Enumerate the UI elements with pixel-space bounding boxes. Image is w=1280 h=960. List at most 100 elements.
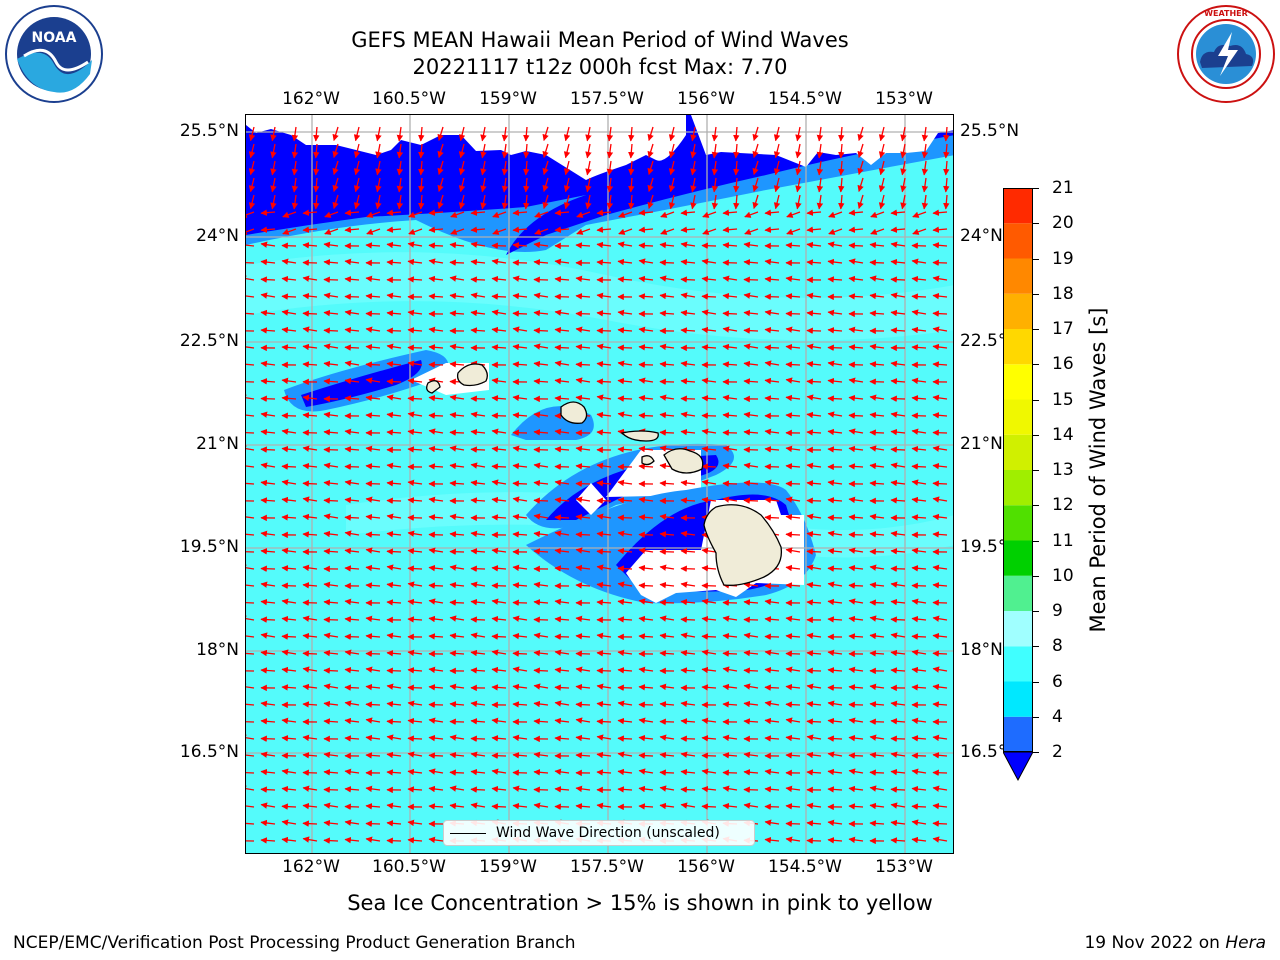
wave-direction-arrow [491, 242, 507, 249]
wave-direction-arrow [386, 462, 402, 470]
wave-direction-arrow [323, 581, 339, 589]
colorbar-tick-mark [1033, 611, 1039, 612]
wave-direction-arrow [418, 126, 425, 142]
wave-direction-arrow [816, 160, 824, 176]
wave-direction-arrow [743, 632, 759, 639]
wave-direction-arrow [869, 259, 885, 266]
wave-direction-arrow [554, 446, 570, 453]
wave-direction-arrow [701, 445, 717, 453]
wave-direction-arrow [647, 194, 654, 210]
footer-date: 19 Nov 2022 on Hera [1084, 933, 1266, 953]
wave-direction-arrow [470, 411, 486, 418]
wave-direction-arrow [260, 565, 276, 572]
wave-direction-arrow [660, 228, 675, 235]
wave-direction-arrow [816, 177, 824, 193]
wave-direction-arrow [638, 701, 654, 708]
wave-direction-arrow [449, 718, 465, 725]
wave-direction-arrow [428, 752, 444, 759]
wave-direction-arrow [848, 226, 864, 233]
wave-direction-arrow [680, 209, 696, 216]
wave-direction-arrow [848, 445, 864, 453]
wave-direction-arrow [437, 160, 444, 176]
wave-direction-arrow [764, 276, 780, 283]
wave-direction-arrow [838, 126, 845, 142]
wave-direction-arrow [512, 531, 528, 538]
wave-direction-arrow [617, 344, 633, 351]
colorbar-tick-label: 13 [1052, 460, 1074, 480]
wave-direction-arrow [785, 480, 801, 487]
wave-direction-arrow [911, 309, 927, 316]
wave-direction-arrow [659, 429, 675, 436]
wave-direction-arrow [890, 411, 906, 418]
wave-direction-arrow [900, 177, 907, 193]
wave-direction-arrow [659, 615, 675, 622]
wave-direction-arrow [911, 547, 927, 555]
wave-direction-arrow [270, 160, 277, 176]
wave-direction-arrow [659, 361, 675, 368]
lon-tick-bottom: 157.5°W [570, 857, 644, 877]
wave-direction-arrow [628, 160, 635, 176]
wave-direction-arrow [302, 242, 318, 249]
wave-direction-arrow [291, 160, 299, 176]
wave-direction-arrow [323, 411, 339, 419]
wave-direction-arrow [512, 394, 528, 402]
wave-direction-arrow [752, 126, 759, 142]
wave-direction-arrow [542, 143, 549, 159]
wave-direction-arrow [323, 327, 339, 334]
wave-direction-arrow [701, 582, 717, 589]
wave-direction-arrow [617, 598, 633, 606]
wave-direction-arrow [512, 599, 528, 606]
wave-direction-arrow [332, 126, 339, 142]
wave-direction-arrow [386, 599, 402, 606]
wave-direction-arrow [764, 479, 780, 486]
wave-direction-arrow [323, 446, 339, 453]
wave-direction-arrow [596, 700, 612, 708]
wave-direction-arrow [480, 194, 487, 210]
wave-direction-arrow [302, 394, 318, 402]
colorbar-tick-mark [1033, 258, 1039, 260]
wave-direction-arrow [596, 513, 612, 520]
colorbar-tick-mark [1033, 752, 1039, 753]
wave-direction-arrow [596, 683, 612, 690]
wave-direction-arrow [827, 344, 843, 351]
colorbar-segment [1003, 434, 1033, 470]
wave-direction-arrow [344, 326, 360, 334]
lat-tick-left: 25.5°N [179, 121, 239, 141]
wave-direction-arrow [344, 547, 360, 555]
wave-direction-arrow [554, 616, 570, 623]
wave-direction-arrow [246, 445, 255, 452]
wave-direction-arrow [491, 309, 507, 316]
wave-direction-arrow [638, 463, 654, 470]
lat-tick-right: 25.5°N [960, 121, 1020, 141]
wave-direction-arrow [533, 700, 549, 708]
legend-line-swatch [450, 832, 486, 834]
wave-direction-arrow [260, 292, 276, 299]
wave-direction-arrow [386, 530, 402, 538]
wave-direction-arrow [281, 344, 297, 351]
wave-direction-arrow [596, 581, 612, 589]
wave-direction-arrow [281, 395, 297, 402]
wave-direction-arrow [690, 126, 697, 142]
wave-direction-arrow [743, 462, 759, 469]
wave-direction-arrow [785, 242, 801, 249]
wave-direction-arrow [512, 292, 528, 300]
wave-direction-arrow [533, 446, 549, 453]
wave-direction-arrow [596, 650, 612, 657]
wave-direction-arrow [302, 343, 318, 351]
wave-direction-arrow [606, 143, 614, 159]
wave-direction-arrow [386, 683, 402, 690]
wave-direction-arrow [638, 684, 654, 691]
wave-direction-arrow [722, 412, 738, 419]
wave-direction-arrow [302, 259, 318, 266]
wave-direction-arrow [291, 126, 299, 142]
wave-direction-arrow [365, 701, 381, 708]
wave-direction-arrow [246, 721, 255, 723]
wave-direction-arrow [848, 412, 864, 419]
wave-direction-arrow [470, 479, 486, 487]
wave-direction-arrow [932, 394, 948, 402]
wave-direction-arrow [827, 479, 843, 487]
wave-direction-arrow [743, 616, 759, 623]
wave-direction-arrow [680, 565, 696, 572]
wave-direction-arrow [647, 126, 654, 142]
map-canvas [246, 115, 953, 853]
